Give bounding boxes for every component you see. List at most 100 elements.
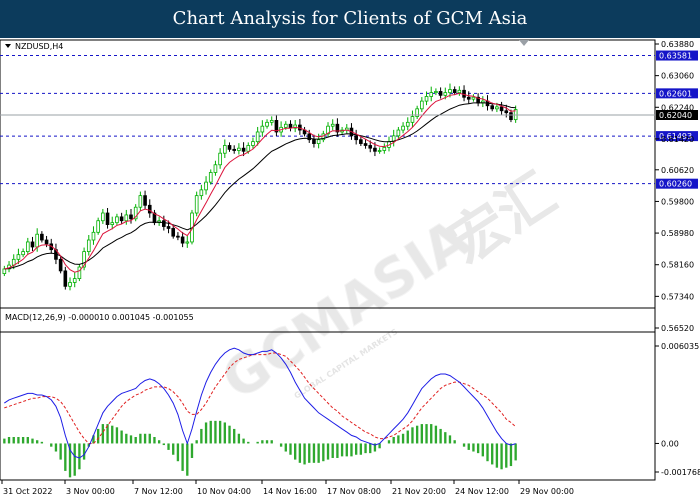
candle-body: [119, 216, 124, 222]
candle-body: [260, 125, 265, 133]
candle-body: [274, 120, 279, 133]
price-tick-label: 0.62240: [661, 103, 694, 112]
candle-body: [490, 105, 495, 110]
candle-body: [68, 282, 72, 287]
time-tick-label: 24 Nov 12:00: [455, 487, 509, 496]
candle-body: [391, 135, 396, 143]
candle-body: [129, 214, 133, 220]
candles: [2, 83, 518, 291]
candle-body: [410, 116, 415, 123]
candle-body: [283, 123, 288, 128]
candle-body: [162, 220, 166, 227]
candle-body: [448, 89, 452, 94]
candle-body: [429, 92, 434, 97]
candle-body: [466, 96, 471, 100]
candle-body: [194, 195, 199, 214]
slow-moving-average-line: [4, 102, 516, 270]
candle-body: [143, 195, 147, 206]
candle-body: [147, 204, 152, 214]
chart-banner-title: Chart Analysis for Clients of GCM Asia: [0, 0, 700, 38]
candle-body: [86, 239, 91, 252]
price-tick-label: 0.58980: [661, 229, 694, 238]
level-price-label: 0.60260: [659, 180, 692, 189]
candle-body: [405, 121, 410, 127]
chart-shift-marker-icon[interactable]: [519, 40, 529, 46]
candle-body: [438, 91, 443, 96]
time-tick-label: 10 Nov 04:00: [197, 487, 251, 496]
candle-body: [330, 123, 335, 127]
candle-body: [21, 251, 25, 256]
candle-body: [382, 147, 387, 151]
candle-body: [101, 212, 105, 222]
time-axis: 31 Oct 2022 3 Nov 00:00 7 Nov 12:00 10 Nov …: [1, 480, 574, 496]
candle-body: [452, 89, 457, 94]
candle-body: [471, 96, 476, 100]
candle-body: [77, 266, 82, 280]
collapse-triangle-icon[interactable]: [5, 44, 11, 48]
candle-body: [180, 236, 185, 244]
candle-body: [241, 147, 246, 152]
candle-body: [82, 251, 86, 268]
level-price-label: 0.61493: [659, 132, 692, 141]
price-tick-label: 0.61420: [661, 135, 694, 144]
time-tick-label: 17 Nov 08:00: [327, 487, 381, 496]
fast-moving-average-line: [4, 92, 516, 273]
candle-body: [424, 96, 429, 102]
candle-body: [58, 258, 63, 272]
price-chart[interactable]: GCMASIA GLOBAL CAPITAL MARKETS 宏汇 0.6358…: [0, 38, 700, 500]
candle-body: [105, 212, 110, 225]
candle-body: [401, 125, 405, 131]
time-tick-label: 21 Nov 20:00: [392, 487, 446, 496]
candle-body: [232, 148, 237, 151]
price-tick-label: 0.63880: [661, 40, 694, 49]
candle-body: [293, 124, 297, 129]
candle-body: [251, 141, 255, 146]
candle-body: [368, 145, 373, 149]
candle-body: [321, 133, 326, 141]
candle-body: [457, 89, 462, 94]
current-price-badge: [656, 110, 698, 120]
candle-body: [25, 241, 30, 252]
time-tick-label: 3 Nov 00:00: [66, 487, 115, 496]
candle-body: [443, 92, 448, 96]
level-price-badge: [656, 50, 698, 61]
time-tick-label: 7 Nov 12:00: [134, 487, 183, 496]
symbol-header: NZDUSD,H4: [5, 42, 63, 51]
candle-body: [420, 100, 424, 110]
candle-body: [44, 239, 49, 245]
candle-body: [133, 206, 138, 220]
time-tick-label: 29 Nov 00:00: [520, 487, 574, 496]
candle-body: [115, 216, 119, 224]
candle-body: [110, 222, 115, 225]
candle-body: [213, 164, 218, 173]
candle-body: [255, 131, 260, 143]
candle-body: [91, 231, 96, 241]
candle-body: [227, 145, 232, 150]
candle-body: [504, 110, 509, 114]
macd-tick-label: -0.001768: [661, 468, 700, 477]
candle-body: [166, 226, 171, 229]
candle-body: [138, 195, 143, 208]
candle-body: [373, 147, 377, 152]
price-axis: 0.63880 0.63060 0.62240 0.61420 0.60620 0.598…: [655, 40, 698, 333]
candle-body: [218, 152, 222, 166]
macd-tick-label: 0.00: [661, 439, 679, 448]
candle-body: [176, 235, 180, 238]
candle-body: [265, 121, 269, 127]
candle-body: [269, 120, 274, 123]
candle-body: [415, 108, 419, 117]
candle-body: [2, 268, 7, 274]
candle-body: [434, 91, 438, 94]
macd-panel-frame: [0, 307, 656, 481]
candle-body: [316, 139, 321, 144]
macd-panel: 0.006035 0.00 -0.001768 MACD(12,26,9) -0.0…: [0, 307, 700, 481]
support-resistance-levels: 0.63581 0.62601 0.61493 0.60260: [0, 50, 698, 189]
candle-body: [124, 214, 129, 222]
price-panel-frame: [0, 39, 656, 333]
price-tick-label: 0.57340: [661, 292, 694, 301]
candle-body: [246, 145, 251, 152]
price-tick-label: 0.59800: [661, 197, 694, 206]
symbol-label: NZDUSD,H4: [15, 42, 63, 51]
candle-body: [359, 139, 363, 144]
